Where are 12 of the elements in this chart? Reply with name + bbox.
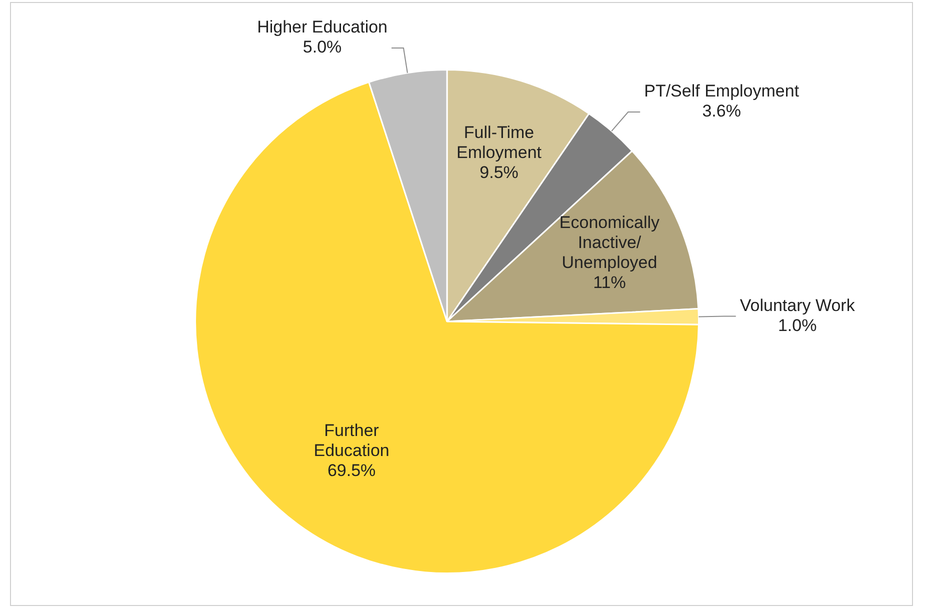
data-label: 11% [593, 272, 626, 292]
slice-label: Higher Education [257, 18, 388, 37]
data-label: 3.6% [702, 102, 741, 121]
data-label: 1.0% [778, 316, 817, 335]
data-label: 5.0% [302, 38, 342, 57]
slice-label: Voluntary Work [740, 296, 856, 315]
slice-label: Full-Time Emloyment [456, 122, 542, 162]
slice-label: Further Education [314, 420, 390, 460]
slice-label: PT/Self Employment [644, 82, 800, 101]
slice-label: Economically Inactive/ Unemployed [559, 212, 660, 272]
data-label: 9.5% [480, 162, 518, 182]
data-label: 69.5% [327, 460, 376, 480]
